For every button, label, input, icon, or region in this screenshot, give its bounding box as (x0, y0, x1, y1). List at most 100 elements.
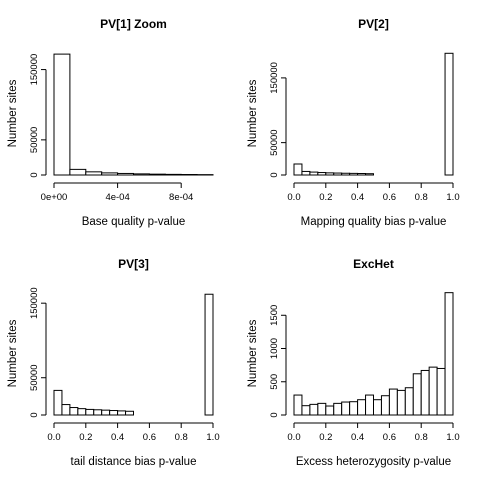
x-tick-label: 0.6 (383, 432, 396, 443)
x-tick-label: 0.4 (111, 432, 124, 443)
histogram-bar (333, 172, 343, 176)
histogram-bar (428, 366, 438, 416)
histogram-bar (204, 293, 214, 416)
x-tick-label: 1.0 (446, 432, 459, 443)
y-axis-label: Number sites (247, 319, 259, 387)
histogram-bar (133, 173, 150, 176)
histogram-bar (444, 52, 454, 176)
histogram-bar (164, 173, 182, 176)
histogram-bar (85, 171, 103, 176)
histogram-panel-1: 0e+00 4e-04 8e-04 0 50000 150000 PV[1] Zoom Bas… (7, 17, 214, 228)
histogram-bar (412, 373, 422, 416)
x-tick-label: 0.8 (175, 432, 188, 443)
histogram-bar (293, 163, 303, 176)
histogram-bar (357, 399, 367, 416)
y-tick-label: 0 (29, 412, 40, 417)
histogram-bar (125, 410, 135, 416)
histogram-bar (301, 405, 311, 416)
histogram-bar (109, 410, 119, 416)
histogram-bar (365, 394, 374, 416)
y-tick-label: 0 (269, 412, 280, 417)
x-tick-label: 0.0 (287, 192, 300, 203)
histogram-bar (117, 172, 134, 176)
y-tick-label: 150000 (269, 62, 280, 94)
x-tick-label: 0.8 (415, 432, 428, 443)
histogram-bar (357, 173, 367, 176)
y-tick-label: 0 (269, 172, 280, 177)
histogram-bar (325, 172, 335, 176)
histogram-bar (77, 408, 87, 416)
histogram-bar (396, 389, 406, 416)
histogram-bar (404, 387, 414, 416)
histogram-bar (101, 409, 111, 416)
histogram-bar (148, 173, 166, 176)
histogram-panel-3: 0.0 0.2 0.4 0.6 0.8 1.0 0 50000 150000 PV[3] tail … (7, 257, 220, 468)
x-tick-label: 0e+00 (41, 192, 68, 203)
chart-title: ExcHet (353, 257, 394, 271)
x-tick-label: 0.6 (143, 432, 156, 443)
histogram-bar (53, 389, 63, 416)
histogram-bar (293, 394, 303, 416)
x-tick-label: 0.4 (351, 192, 364, 203)
y-tick-label: 50000 (29, 127, 40, 153)
histogram-bar (333, 402, 343, 416)
x-tick-label: 0.2 (319, 192, 332, 203)
histogram-bar (301, 170, 311, 176)
histogram-panel-4: 0.0 0.2 0.4 0.6 0.8 1.0 0 500 1000 1500 ExcHet Exce… (247, 257, 460, 468)
y-tick-label: 150000 (29, 287, 40, 319)
histogram-bar (420, 369, 430, 416)
histogram-bar (380, 395, 390, 416)
histogram-panel-2: 0.0 0.2 0.4 0.6 0.8 1.0 0 50000 150000 PV[2] Mappi… (247, 17, 460, 228)
histogram-bar (373, 399, 382, 416)
y-tick-label: 1500 (269, 305, 280, 326)
chart-title: PV[2] (358, 17, 389, 31)
histogram-bar (341, 401, 351, 416)
histogram-bar (69, 168, 87, 176)
x-tick-label: 0.0 (47, 432, 60, 443)
chart-title: PV[3] (118, 257, 149, 271)
histogram-bar (349, 172, 359, 176)
histogram-bar (309, 171, 319, 176)
y-tick-label: 150000 (29, 54, 40, 86)
y-tick-label: 1000 (269, 338, 280, 359)
y-axis-label: Number sites (247, 79, 259, 147)
x-tick-label: 4e-04 (105, 192, 129, 203)
histogram-bar (436, 367, 446, 416)
chart-title: PV[1] Zoom (100, 17, 167, 31)
x-tick-label: 0.2 (79, 432, 92, 443)
x-tick-label: 0.6 (383, 192, 396, 203)
histogram-bar (53, 53, 71, 176)
histogram-bar (93, 409, 103, 416)
y-axis-label: Number sites (7, 319, 19, 387)
histogram-bar (341, 172, 351, 176)
y-tick-label: 50000 (269, 129, 280, 155)
histogram-bar (317, 402, 327, 416)
histogram-bar (325, 405, 335, 416)
y-axis-label: Number sites (7, 79, 19, 147)
histogram-bar (69, 407, 79, 416)
y-tick-label: 50000 (29, 365, 40, 391)
x-axis-label: Mapping quality bias p-value (301, 216, 447, 228)
x-tick-label: 0.0 (287, 432, 300, 443)
histogram-bar (309, 403, 319, 416)
x-tick-label: 1.0 (206, 432, 219, 443)
x-tick-label: 0.2 (319, 432, 332, 443)
histogram-bar (349, 401, 359, 416)
histogram-bar (388, 388, 398, 416)
histogram-bar (101, 172, 119, 176)
histogram-bar (317, 172, 327, 176)
x-axis-label: Excess heterozygosity p-value (296, 456, 451, 468)
histogram-bar (85, 408, 95, 416)
x-tick-label: 1.0 (446, 192, 459, 203)
x-tick-label: 0.8 (415, 192, 428, 203)
histogram-bar (444, 292, 454, 416)
x-tick-label: 8e-04 (169, 192, 193, 203)
histogram-bar (117, 410, 127, 416)
y-tick-label: 0 (29, 172, 40, 177)
x-tick-label: 0.4 (351, 432, 364, 443)
x-axis-label: tail distance bias p-value (71, 456, 197, 468)
y-tick-label: 500 (269, 374, 280, 390)
x-axis-label: Base quality p-value (82, 216, 186, 228)
histogram-bar (365, 173, 374, 176)
